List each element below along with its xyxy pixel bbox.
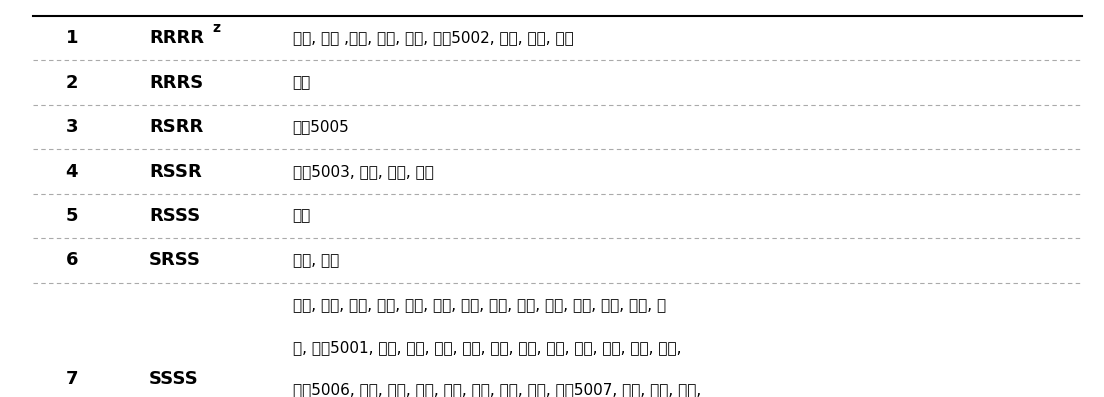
Text: 5: 5 bbox=[65, 207, 78, 225]
Text: 참황: 참황 bbox=[293, 75, 311, 90]
Text: 건흡: 건흡 bbox=[293, 208, 311, 224]
Text: 중모5005: 중모5005 bbox=[293, 119, 349, 135]
Text: 1: 1 bbox=[65, 29, 78, 47]
Text: RSRR: RSRR bbox=[149, 118, 203, 136]
Text: RSSR: RSSR bbox=[149, 162, 202, 181]
Text: 백, 중모5001, 만리, 호건, 오산, 한산, 화흡, 선흡, 풍년, 남다, 예안, 진율, 두별,: 백, 중모5001, 만리, 호건, 오산, 한산, 화흡, 선흡, 풍년, 남… bbox=[293, 340, 681, 355]
Text: 한셑, 단백, 유성, 양백, 풍산, 흑선, 남백, 안산, 서둔, 풍성, 강안, 만금, 밀성, 유: 한셑, 단백, 유성, 양백, 풍산, 흑선, 남백, 안산, 서둔, 풍성, … bbox=[293, 298, 666, 313]
Text: 6: 6 bbox=[65, 251, 78, 270]
Text: 성분, 수원: 성분, 수원 bbox=[293, 253, 339, 268]
Text: 중모5006, 백설, 화뎡, 양안, 수지, 안백, 양흡, 선흡, 중모5007, 다식, 평안, 미흡,: 중모5006, 백설, 화뎡, 양안, 수지, 안백, 양흡, 선흡, 중모50… bbox=[293, 382, 701, 397]
Text: 강흡, 건백 ,진백, 진기, 진주, 중모5002, 남산, 풍안, 유미: 강흡, 건백 ,진백, 진기, 진주, 중모5002, 남산, 풍안, 유미 bbox=[293, 31, 573, 46]
Text: z: z bbox=[212, 21, 220, 35]
Text: 4: 4 bbox=[65, 162, 78, 181]
Text: RSSS: RSSS bbox=[149, 207, 200, 225]
Text: 2: 2 bbox=[65, 73, 78, 92]
Text: RRRS: RRRS bbox=[149, 73, 203, 92]
Text: RRRR: RRRR bbox=[149, 29, 204, 47]
Text: SRSS: SRSS bbox=[149, 251, 201, 270]
Text: 3: 3 bbox=[65, 118, 78, 136]
Text: 중모5003, 강백, 상백, 유풍: 중모5003, 강백, 상백, 유풍 bbox=[293, 164, 434, 179]
Text: 7: 7 bbox=[65, 370, 78, 388]
Text: SSSS: SSSS bbox=[149, 370, 199, 388]
